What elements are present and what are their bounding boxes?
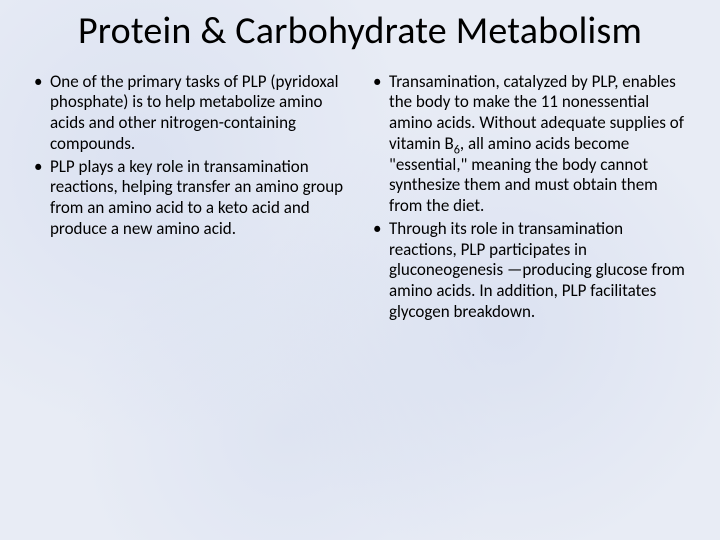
left-bullet-list: One of the primary tasks of PLP (pyridox… (28, 72, 353, 240)
right-bullet-list: Transamination, catalyzed by PLP, enable… (367, 72, 692, 323)
list-item: Transamination, catalyzed by PLP, enable… (367, 72, 692, 217)
slide: Protein & Carbohydrate Metabolism One of… (0, 0, 720, 540)
bullet-text: Transamination, catalyzed by PLP, enable… (389, 71, 684, 216)
list-item: Through its role in transamination react… (367, 219, 692, 323)
bullet-text: One of the primary tasks of PLP (pyridox… (50, 71, 339, 154)
left-column: One of the primary tasks of PLP (pyridox… (28, 72, 353, 325)
bullet-text: PLP plays a key role in transamination r… (50, 156, 343, 239)
slide-title: Protein & Carbohydrate Metabolism (28, 10, 692, 54)
list-item: PLP plays a key role in transamination r… (28, 157, 353, 240)
content-columns: One of the primary tasks of PLP (pyridox… (28, 72, 692, 325)
list-item: One of the primary tasks of PLP (pyridox… (28, 72, 353, 155)
right-column: Transamination, catalyzed by PLP, enable… (367, 72, 692, 325)
bullet-text: Through its role in transamination react… (389, 218, 685, 322)
